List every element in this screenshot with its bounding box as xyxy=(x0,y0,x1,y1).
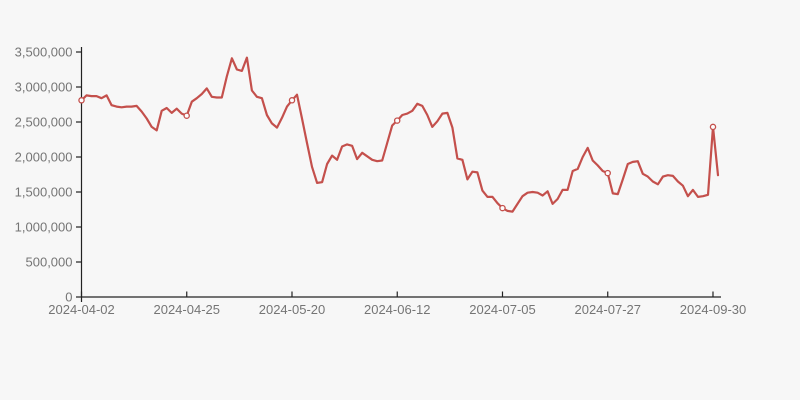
data-point-marker xyxy=(78,97,85,104)
x-tick-label: 2024-07-05 xyxy=(469,302,536,317)
x-tick-label: 2024-04-25 xyxy=(153,302,220,317)
y-tick-label: 2,500,000 xyxy=(15,115,73,130)
data-point-marker xyxy=(499,204,506,212)
data-point-marker xyxy=(183,112,190,119)
x-tick-label: 2024-07-27 xyxy=(574,302,641,317)
y-tick-label: 2,000,000 xyxy=(15,150,73,165)
x-tick-label: 2024-05-20 xyxy=(259,302,326,317)
y-tick-label: 1,500,000 xyxy=(15,185,73,200)
data-point-marker xyxy=(604,169,611,177)
y-tick-label: 0 xyxy=(65,290,72,305)
volume-series-line xyxy=(80,56,720,213)
data-point-marker xyxy=(288,97,296,104)
y-tick-label: 3,500,000 xyxy=(15,45,73,60)
x-tick-label: 2024-09-30 xyxy=(680,302,747,317)
y-tick-label: 500,000 xyxy=(26,255,73,270)
y-tick-label: 3,000,000 xyxy=(15,80,73,95)
data-point-marker xyxy=(393,117,401,124)
data-point-marker xyxy=(709,123,717,131)
x-tick-label: 2024-04-02 xyxy=(48,302,115,317)
x-tick-label: 2024-06-12 xyxy=(364,302,431,317)
y-tick-label: 1,000,000 xyxy=(15,220,73,235)
